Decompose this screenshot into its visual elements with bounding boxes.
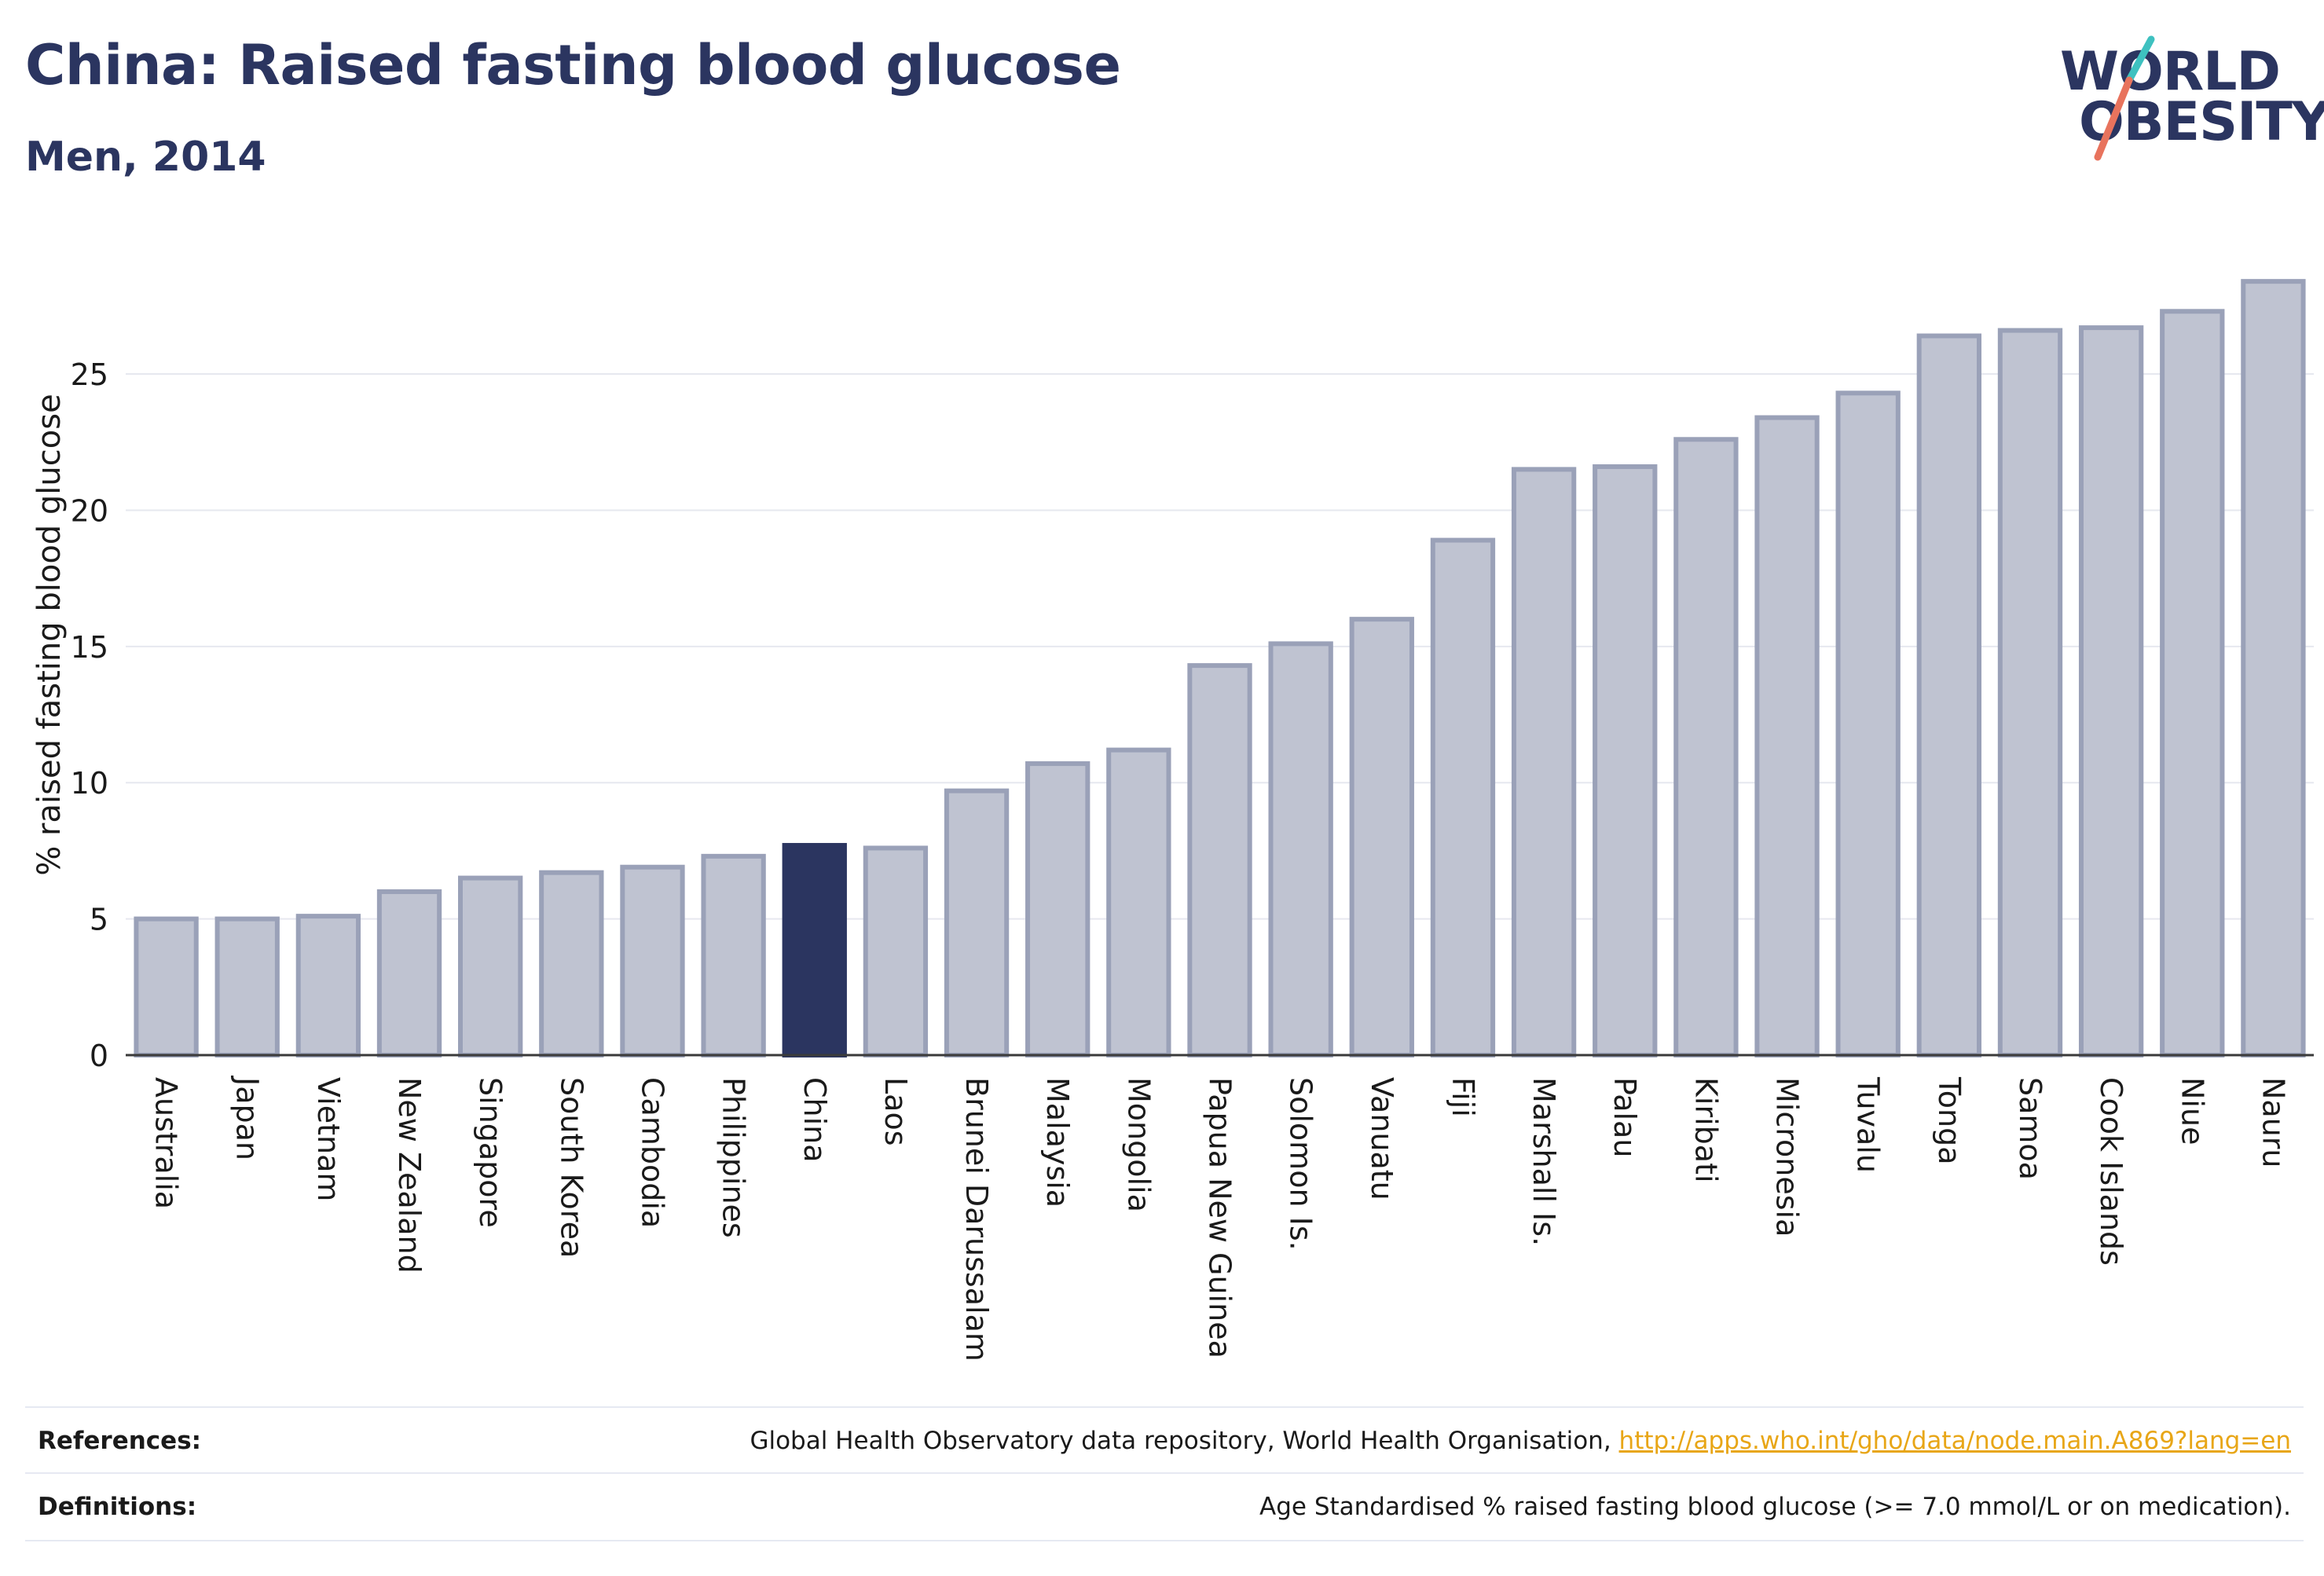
bar[interactable] [1916, 333, 1981, 1057]
references-label: References: [38, 1427, 202, 1455]
x-tick-label: Tuvalu [1851, 1076, 1886, 1173]
bar[interactable] [1673, 437, 1739, 1057]
bar[interactable] [376, 889, 442, 1058]
bar[interactable] [1511, 467, 1577, 1057]
definitions-row: Definitions: Age Standardised % raised f… [25, 1472, 2304, 1541]
bar[interactable] [1268, 641, 1333, 1057]
bar[interactable] [2160, 309, 2225, 1058]
x-tick-label: Nauru [2256, 1077, 2290, 1168]
bar[interactable] [1025, 761, 1091, 1057]
bar[interactable] [863, 845, 929, 1058]
bar[interactable] [620, 864, 685, 1058]
x-tick-label: Kiribati [1688, 1077, 1723, 1183]
x-tick-label: Mongolia [1121, 1077, 1156, 1212]
y-axis-label: % raised fasting blood glucose [31, 394, 68, 875]
x-tick-labels: Australia Japan Vietnam New Zealand Singapor… [149, 1076, 2291, 1362]
bar[interactable] [1835, 390, 1901, 1057]
bar[interactable] [539, 870, 604, 1057]
references-text: Global Health Observatory data repositor… [750, 1427, 1619, 1455]
x-tick-label: South Korea [554, 1077, 588, 1258]
bar[interactable] [1106, 747, 1171, 1057]
bar[interactable] [1593, 464, 1658, 1057]
definitions-label: Definitions: [38, 1493, 197, 1521]
references-row: References: Global Health Observatory da… [25, 1406, 2304, 1474]
references-value: Global Health Observatory data repositor… [750, 1427, 2291, 1455]
x-tick-label: Laos [878, 1077, 913, 1146]
bar[interactable] [1187, 663, 1252, 1058]
references-link[interactable]: http://apps.who.int/gho/data/node.main.A… [1618, 1427, 2291, 1455]
x-tick-label: Cambodia [635, 1077, 669, 1228]
x-tick-label: Solomon Is. [1284, 1077, 1318, 1251]
bars [134, 279, 2306, 1058]
bar[interactable] [214, 916, 280, 1058]
chart-subtitle: Men, 2014 [25, 134, 266, 181]
x-tick-label: Vietnam [311, 1077, 346, 1201]
bar-chart: 0 5 10 15 20 25 Australia Japan Vietnam New Zeal… [31, 279, 2314, 1362]
x-tick-label: Marshall Is. [1527, 1077, 1561, 1246]
x-tick-label: Singapore [473, 1077, 508, 1228]
bar[interactable] [295, 914, 361, 1057]
x-tick-label: Philippines [717, 1077, 751, 1238]
x-tick-label: Fiji [1446, 1077, 1480, 1117]
x-tick-label: Vanuatu [1365, 1077, 1399, 1200]
y-tick-label: 5 [90, 903, 108, 937]
definitions-value: Age Standardised % raised fasting blood … [1259, 1493, 2291, 1521]
x-tick-label: Brunei Darussalam [959, 1077, 994, 1362]
bar[interactable] [1754, 415, 1820, 1057]
x-tick-label: Papua New Guinea [1203, 1077, 1237, 1358]
x-tick-label: Palau [1607, 1077, 1642, 1157]
x-tick-label: Tonga [1932, 1076, 1967, 1165]
bar[interactable] [944, 788, 1010, 1057]
x-tick-label: Japan [230, 1076, 265, 1160]
x-tick-label: China [797, 1077, 832, 1163]
y-tick-label: 15 [71, 630, 108, 665]
bar[interactable] [458, 875, 523, 1058]
bar[interactable] [1349, 617, 1414, 1057]
x-tick-label: Malaysia [1040, 1077, 1075, 1208]
x-tick-label: New Zealand [392, 1077, 427, 1274]
logo-slash-icon [2094, 35, 2155, 161]
y-tick-labels: 0 5 10 15 20 25 [71, 357, 108, 1073]
bar[interactable] [134, 916, 199, 1058]
x-tick-label: Niue [2175, 1077, 2209, 1145]
bar-highlighted[interactable] [782, 842, 847, 1057]
y-tick-label: 25 [71, 357, 108, 392]
bar[interactable] [2241, 279, 2306, 1057]
x-tick-label: Samoa [2013, 1077, 2047, 1180]
y-tick-label: 20 [71, 493, 108, 528]
y-tick-label: 0 [90, 1039, 108, 1073]
chart-title: China: Raised fasting blood glucose [25, 33, 1121, 97]
logo-text-line1: WORLD [2060, 41, 2281, 103]
y-tick-label: 10 [71, 766, 108, 801]
bar[interactable] [2078, 325, 2144, 1057]
x-tick-label: Cook Islands [2094, 1077, 2128, 1266]
x-tick-label: Micronesia [1770, 1077, 1805, 1237]
world-obesity-logo[interactable]: WORLD OBESITY [2043, 31, 2324, 173]
x-tick-label: Australia [149, 1077, 184, 1209]
bar[interactable] [701, 853, 766, 1057]
bar[interactable] [1997, 328, 2063, 1057]
bar[interactable] [1430, 537, 1496, 1057]
